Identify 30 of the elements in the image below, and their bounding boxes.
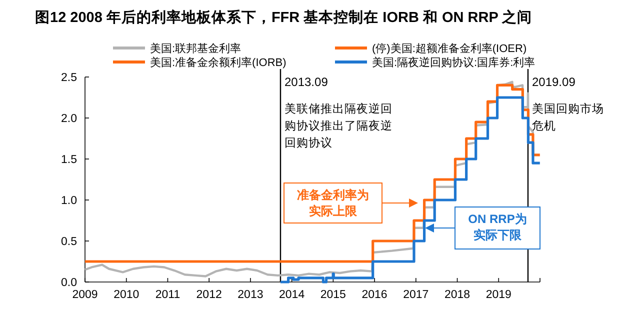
annotation: 准备金利率为实际上限 bbox=[297, 188, 369, 218]
legend-label: 美国:联邦基金利率 bbox=[150, 42, 242, 55]
annotation: 美联储推出隔夜逆回购协议推出了隔夜逆回购协议 bbox=[284, 104, 392, 150]
legend-label: 美国:准备金余额利率(IORB) bbox=[150, 56, 286, 69]
x-tick-label: 2015 bbox=[320, 289, 346, 301]
y-tick-label: 0.0 bbox=[61, 277, 77, 289]
x-tick-label: 2011 bbox=[155, 289, 180, 301]
y-tick-label: 2.5 bbox=[61, 72, 77, 84]
legend-label: 美国:隔夜逆回购协议:国库券:利率 bbox=[372, 56, 536, 69]
x-tick-label: 2010 bbox=[114, 289, 140, 301]
x-tick-label: 2016 bbox=[362, 289, 388, 301]
x-tick-label: 2009 bbox=[72, 289, 98, 301]
y-tick-label: 1.5 bbox=[61, 154, 77, 166]
annotation: ON RRP为实际下限 bbox=[468, 212, 527, 242]
y-tick-label: 0.5 bbox=[61, 236, 77, 248]
ref-line-label: 2013.09 bbox=[284, 75, 328, 89]
x-tick-label: 2014 bbox=[279, 289, 306, 301]
x-tick-label: 2012 bbox=[196, 289, 222, 301]
x-tick-label: 2019 bbox=[486, 289, 512, 301]
title: 图12 2008 年后的利率地板体系下，FFR 基本控制在 IORB 和 ON RRP 之间 bbox=[35, 10, 532, 26]
x-tick-label: 2013 bbox=[238, 289, 264, 301]
legend-label: (停)美国:超额准备金利率(IOER) bbox=[372, 42, 527, 55]
ref-line-label: 2019.09 bbox=[532, 75, 576, 89]
y-tick-label: 2.0 bbox=[61, 113, 77, 125]
annotation: ON RRP为实际下限 bbox=[425, 206, 540, 250]
annotation: 美国回购市场危机 bbox=[532, 104, 604, 133]
y-tick-label: 1.0 bbox=[61, 195, 77, 207]
x-tick-label: 2017 bbox=[403, 289, 429, 301]
x-tick-label: 2018 bbox=[444, 289, 470, 301]
annotation: 准备金利率为实际上限 bbox=[284, 182, 418, 224]
